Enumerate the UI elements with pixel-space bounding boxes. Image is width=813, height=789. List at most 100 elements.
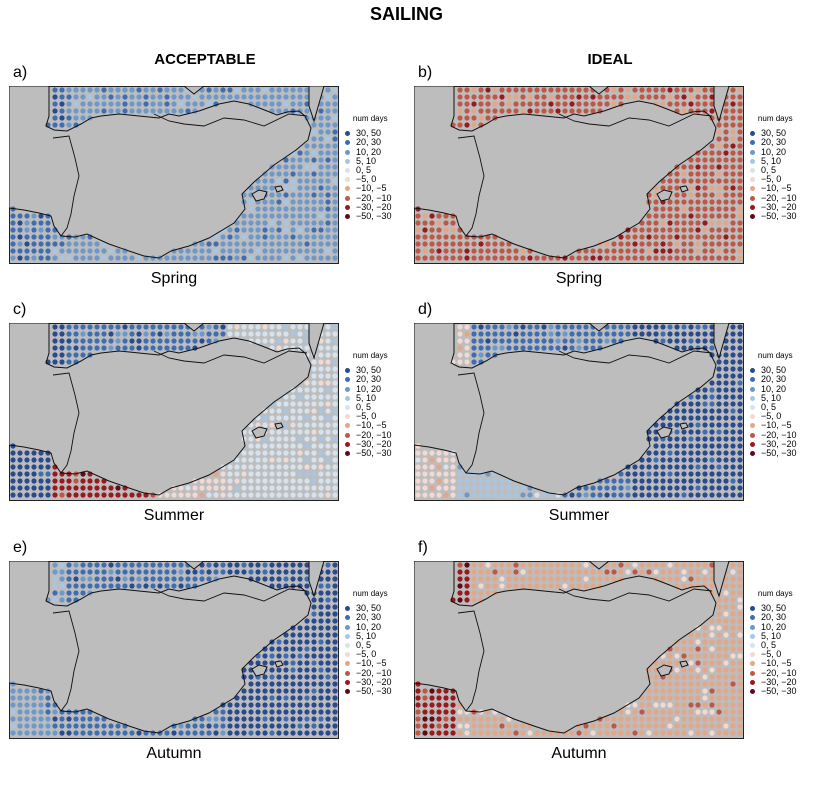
grid-dot xyxy=(290,199,296,205)
grid-dot xyxy=(709,338,715,344)
grid-dot xyxy=(45,723,51,729)
grid-dot xyxy=(450,248,456,254)
grid-dot xyxy=(709,478,715,484)
legend-swatch xyxy=(750,158,755,164)
grid-dot xyxy=(136,324,142,330)
grid-dot xyxy=(723,730,729,736)
grid-dot xyxy=(709,653,715,659)
grid-dot xyxy=(38,492,44,498)
grid-dot xyxy=(73,108,79,114)
grid-dot xyxy=(506,108,512,114)
grid-dot xyxy=(415,213,421,219)
grid-dot xyxy=(723,136,729,142)
grid-dot xyxy=(695,157,701,163)
grid-dot xyxy=(94,583,100,589)
grid-dot xyxy=(290,457,296,463)
grid-dot xyxy=(325,457,331,463)
grid-dot xyxy=(255,422,261,428)
grid-dot xyxy=(269,213,275,219)
legend-item: 0, 5 xyxy=(750,165,797,175)
grid-dot xyxy=(695,394,701,400)
grid-dot xyxy=(429,248,435,254)
grid-dot xyxy=(632,241,638,247)
legend-label: 20, 30 xyxy=(356,137,382,148)
legend-swatch xyxy=(750,177,755,183)
grid-dot xyxy=(730,248,736,254)
grid-dot xyxy=(730,562,736,568)
grid-dot xyxy=(681,248,687,254)
grid-dot xyxy=(248,674,254,680)
grid-dot xyxy=(695,199,701,205)
grid-dot xyxy=(325,366,331,372)
grid-dot xyxy=(730,436,736,442)
grid-dot xyxy=(492,485,498,491)
grid-dot xyxy=(185,583,191,589)
grid-dot xyxy=(304,450,310,456)
grid-dot xyxy=(730,178,736,184)
grid-dot xyxy=(52,101,58,107)
grid-dot xyxy=(311,667,317,673)
grid-dot xyxy=(653,674,659,680)
grid-dot xyxy=(478,338,484,344)
legend-item: 5, 10 xyxy=(345,631,392,641)
grid-dot xyxy=(73,492,79,498)
grid-dot xyxy=(450,716,456,722)
grid-dot xyxy=(59,485,65,491)
grid-dot xyxy=(304,206,310,212)
grid-dot xyxy=(730,569,736,575)
grid-dot xyxy=(297,464,303,470)
grid-dot xyxy=(709,157,715,163)
grid-dot xyxy=(674,178,680,184)
grid-dot xyxy=(695,478,701,484)
grid-dot xyxy=(667,331,673,337)
grid-dot xyxy=(625,331,631,337)
legend-item: −10, −5 xyxy=(750,421,797,430)
legend-item: 20, 30 xyxy=(345,375,392,384)
grid-dot xyxy=(255,457,261,463)
grid-dot xyxy=(681,667,687,673)
grid-dot xyxy=(730,324,736,330)
grid-dot xyxy=(262,436,268,442)
grid-dot xyxy=(436,227,442,233)
grid-dot xyxy=(464,583,470,589)
grid-dot xyxy=(464,115,470,121)
grid-dot xyxy=(653,227,659,233)
grid-dot xyxy=(220,471,226,477)
grid-dot xyxy=(723,359,729,365)
grid-dot xyxy=(443,478,449,484)
grid-dot xyxy=(541,730,547,736)
grid-dot xyxy=(660,255,666,261)
grid-dot xyxy=(290,562,296,568)
grid-dot xyxy=(262,443,268,449)
grid-dot xyxy=(290,157,296,163)
grid-dot xyxy=(667,562,673,568)
legend-label: −20, −10 xyxy=(761,192,797,203)
grid-dot xyxy=(311,227,317,233)
legend-swatch xyxy=(345,158,350,164)
grid-dot xyxy=(688,464,694,470)
grid-dot xyxy=(674,478,680,484)
grid-dot xyxy=(206,562,212,568)
grid-dot xyxy=(66,478,72,484)
grid-dot xyxy=(297,178,303,184)
grid-dot xyxy=(569,730,575,736)
grid-dot xyxy=(737,443,743,449)
grid-dot xyxy=(255,206,261,212)
grid-dot xyxy=(716,471,722,477)
grid-dot xyxy=(723,695,729,701)
grid-dot xyxy=(667,681,673,687)
grid-dot xyxy=(478,101,484,107)
grid-dot xyxy=(569,94,575,100)
grid-dot xyxy=(311,248,317,254)
grid-dot xyxy=(695,471,701,477)
grid-dot xyxy=(269,674,275,680)
grid-dot xyxy=(471,359,477,365)
grid-dot xyxy=(290,241,296,247)
grid-dot xyxy=(541,255,547,261)
grid-dot xyxy=(290,674,296,680)
grid-dot xyxy=(318,122,324,128)
grid-dot xyxy=(108,345,114,351)
grid-dot xyxy=(318,157,324,163)
grid-dot xyxy=(443,220,449,226)
grid-dot xyxy=(269,422,275,428)
